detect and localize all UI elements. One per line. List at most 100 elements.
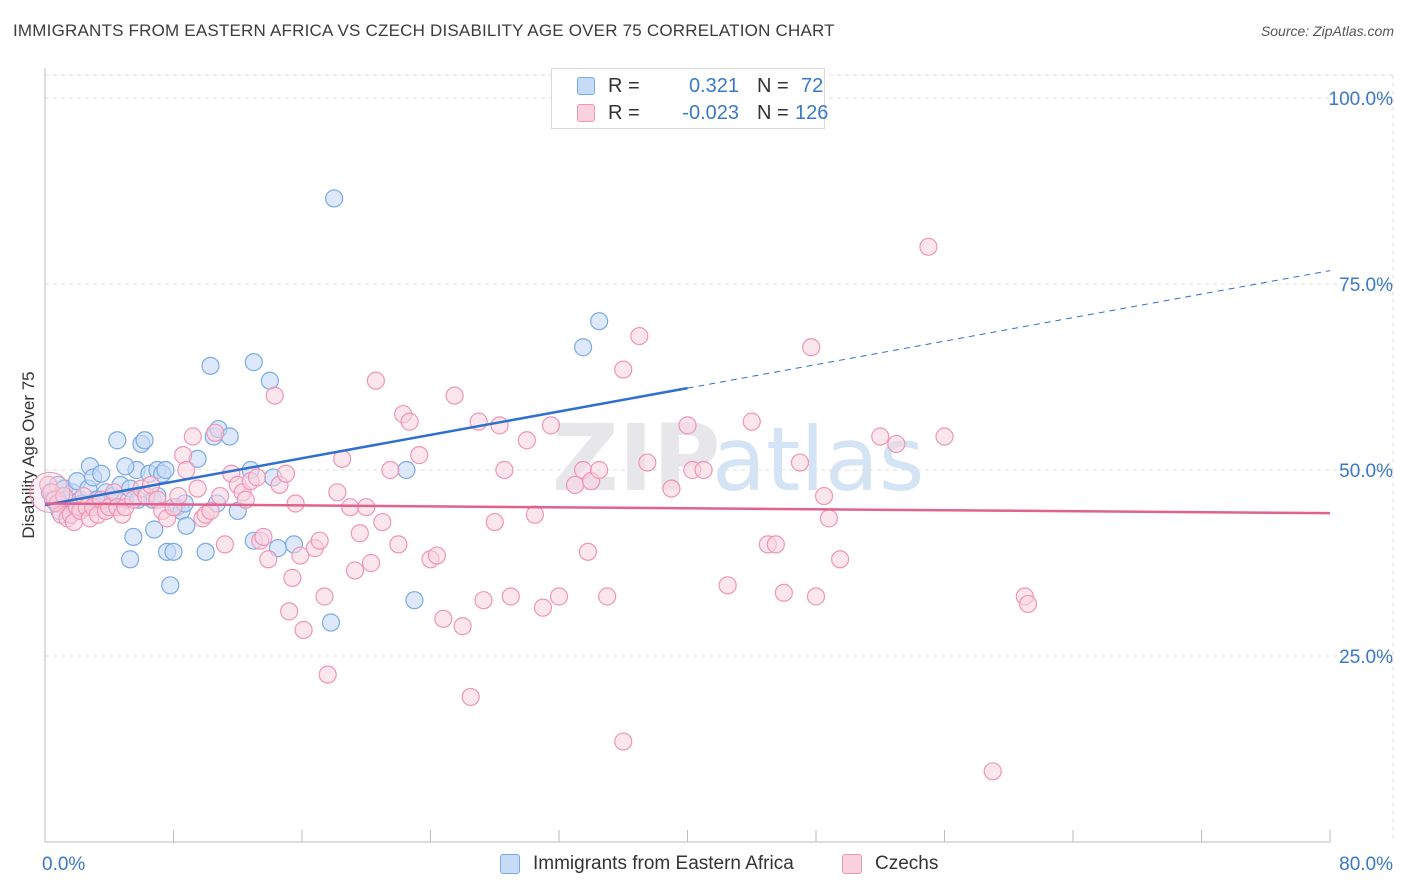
data-point-czechs: [638, 453, 657, 472]
data-point-czechs: [310, 531, 329, 550]
data-point-czechs: [790, 453, 810, 472]
data-point-czechs: [766, 535, 785, 554]
data-point-czechs: [533, 598, 553, 617]
data-point-immigrants: [135, 431, 154, 450]
data-point-czechs: [598, 587, 617, 606]
data-point-immigrants: [405, 591, 424, 610]
data-point-czechs: [614, 360, 633, 379]
data-point-czechs: [286, 494, 305, 513]
data-point-czechs: [381, 460, 400, 480]
data-point-czechs: [718, 576, 737, 595]
data-point-czechs: [206, 423, 225, 442]
data-point-czechs: [29, 471, 71, 513]
source-label: Source: ZipAtlas.com: [1260, 23, 1394, 39]
data-point-immigrants: [116, 457, 135, 476]
legend-r-label: R =: [608, 75, 640, 97]
data-point-czechs: [541, 416, 561, 435]
data-point-czechs: [806, 587, 826, 606]
data-point-czechs: [590, 460, 609, 480]
data-point-czechs: [366, 371, 385, 390]
data-point-czechs: [501, 587, 520, 606]
trend-line-immigrants: [44, 386, 688, 507]
y-tick-label: 75.0%: [1339, 275, 1393, 296]
data-point-czechs: [774, 583, 793, 602]
data-point-czechs: [819, 509, 838, 528]
x-tick-label: 80.0%: [1339, 854, 1393, 875]
data-point-czechs: [578, 542, 598, 561]
data-point-czechs: [474, 591, 493, 610]
legend-n-value: 72: [801, 75, 824, 97]
data-point-czechs: [183, 427, 202, 446]
data-point-immigrants: [108, 431, 127, 450]
data-point-czechs: [802, 338, 821, 357]
data-point-czechs: [283, 568, 302, 587]
series-immigrants-eastern-africa: [40, 189, 609, 632]
data-point-czechs: [389, 535, 408, 554]
data-point-immigrants: [201, 356, 220, 375]
data-point-czechs: [188, 479, 207, 498]
data-point-czechs: [919, 237, 938, 256]
data-point-immigrants: [161, 576, 180, 595]
legend-swatch-pink: [577, 104, 595, 122]
data-point-czechs: [315, 587, 334, 606]
data-point-czechs: [294, 620, 313, 640]
axes: [44, 68, 1331, 843]
data-point-czechs: [177, 460, 196, 480]
data-point-immigrants: [156, 460, 175, 480]
legend-n-label: N =: [757, 75, 789, 97]
data-point-czechs: [341, 498, 360, 517]
data-point-czechs: [276, 464, 296, 483]
data-point-czechs: [410, 446, 429, 465]
data-point-czechs: [887, 434, 906, 454]
data-point-immigrants: [397, 460, 416, 480]
bottom-legend-label: Czechs: [875, 853, 939, 874]
data-point-immigrants: [121, 550, 140, 569]
data-point-czechs: [265, 386, 284, 405]
data-point-czechs: [280, 602, 299, 621]
data-point-czechs: [830, 550, 850, 569]
data-point-czechs: [427, 546, 447, 565]
data-point-czechs: [1018, 594, 1038, 614]
data-point-czechs: [525, 505, 545, 524]
data-point-czechs: [630, 326, 649, 346]
data-point-czechs: [328, 483, 347, 502]
data-point-czechs: [174, 446, 193, 465]
data-point-czechs: [565, 475, 585, 494]
legend-r-value: -0.023: [682, 102, 739, 124]
trend-line-immigrants-projection: [687, 270, 1331, 389]
data-point-immigrants: [325, 189, 344, 208]
data-point-czechs: [517, 431, 536, 450]
data-point-czechs: [215, 535, 234, 554]
data-point-czechs: [742, 412, 761, 431]
data-point-czechs: [169, 486, 188, 506]
data-point-czechs: [434, 609, 453, 628]
data-point-czechs: [350, 524, 369, 543]
legend-r-label: R =: [608, 102, 640, 124]
data-point-czechs: [549, 587, 569, 606]
y-axis-label: Disability Age Over 75: [19, 371, 38, 538]
data-point-czechs: [357, 498, 376, 517]
data-point-immigrants: [145, 520, 164, 539]
data-point-czechs: [662, 479, 681, 498]
legend-n-label: N =: [757, 102, 789, 124]
y-tick-label: 25.0%: [1339, 647, 1393, 668]
y-tick-label: 50.0%: [1339, 461, 1393, 482]
watermark: ZIP atlas: [552, 405, 925, 512]
y-tick-label: 100.0%: [1329, 89, 1394, 110]
data-point-czechs: [678, 416, 697, 435]
bottom-legend-swatch-pink: [842, 854, 862, 874]
data-point-czechs: [318, 665, 337, 684]
data-point-czechs: [291, 546, 310, 565]
chart-title: IMMIGRANTS FROM EASTERN AFRICA VS CZECH …: [13, 21, 835, 40]
tick-labels: 25.0% 50.0% 75.0% 100.0% 0.0% 80.0%: [42, 89, 1393, 875]
x-tick-label: 0.0%: [42, 854, 85, 875]
data-point-czechs: [445, 386, 464, 405]
data-point-immigrants: [590, 312, 609, 331]
data-point-czechs: [461, 687, 480, 707]
series-czechs: [29, 237, 1038, 781]
data-point-czechs: [210, 486, 230, 506]
legend-n-value: 126: [795, 102, 829, 124]
data-point-czechs: [345, 561, 365, 580]
data-point-immigrants: [177, 516, 196, 535]
